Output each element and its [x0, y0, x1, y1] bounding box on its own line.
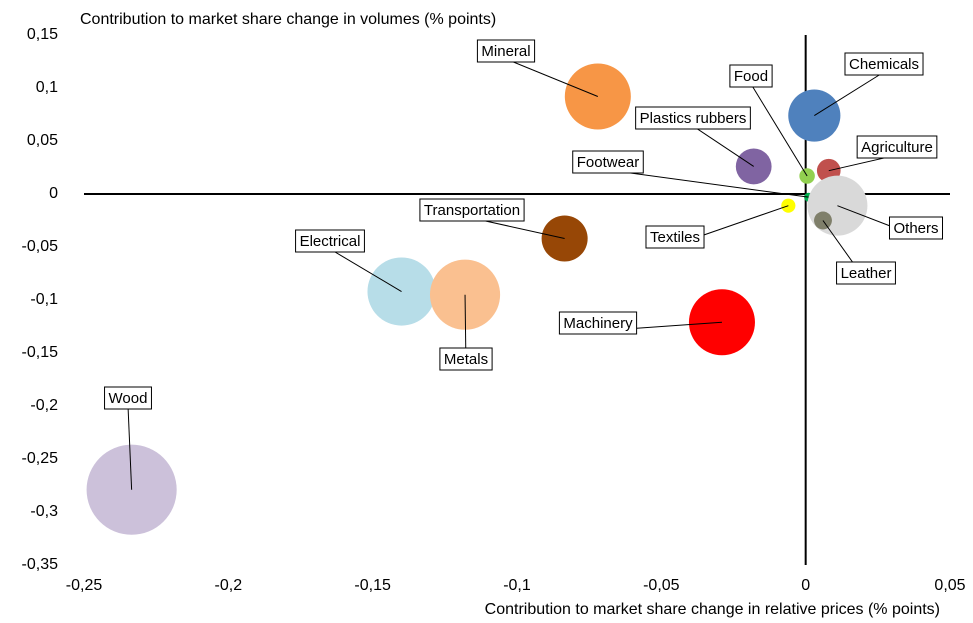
label-box	[856, 135, 938, 159]
x-tick-label: -0,25	[66, 577, 103, 594]
bubble	[541, 215, 588, 262]
leader-line	[750, 83, 808, 177]
leader-line	[329, 248, 402, 292]
y-tick-label: 0,1	[36, 79, 58, 96]
x-tick-label: -0,1	[503, 577, 531, 594]
chart-title: Contribution to market share change in v…	[80, 11, 496, 28]
bubble-label: Chemicals	[849, 56, 919, 73]
y-tick-label: -0,05	[22, 238, 59, 255]
y-tick-label: -0,35	[22, 556, 59, 573]
bubble-label: Leather	[841, 265, 892, 282]
label-box	[836, 261, 896, 285]
bubble-label: Mineral	[481, 43, 530, 60]
bubble-label: Wood	[109, 390, 148, 407]
x-tick-label: 0,05	[934, 577, 965, 594]
label-box	[558, 311, 638, 335]
label-box	[729, 64, 773, 88]
bubble-label: Others	[893, 220, 938, 237]
label-box	[645, 225, 705, 249]
label-box	[476, 39, 536, 63]
bubble-label: Food	[734, 68, 768, 85]
label-box	[844, 52, 924, 76]
x-tick-label: 0	[801, 577, 810, 594]
y-tick-label: 0	[49, 185, 58, 202]
bubble-label: Plastics rubbers	[640, 110, 747, 127]
bubble-label: Textiles	[650, 229, 700, 246]
leader-line	[505, 58, 599, 97]
bubble-label: Machinery	[563, 315, 633, 332]
bubble-label: Electrical	[300, 233, 361, 250]
leader-line	[607, 169, 809, 198]
bubble-label: Metals	[444, 351, 488, 368]
label-box	[295, 229, 365, 253]
bubble-label: Agriculture	[861, 139, 933, 156]
x-tick-label: -0,2	[215, 577, 243, 594]
leader-line	[127, 405, 133, 490]
label-box	[635, 106, 751, 130]
label-box	[572, 150, 644, 174]
x-axis-title: Contribution to market share change in r…	[485, 601, 940, 618]
y-tick-label: -0,3	[30, 503, 58, 520]
x-tick-label: -0,05	[643, 577, 680, 594]
leader-line	[814, 71, 885, 116]
label-box	[439, 347, 493, 371]
label-box	[888, 216, 944, 240]
y-tick-label: -0,15	[22, 344, 59, 361]
x-tick-label: -0,15	[354, 577, 391, 594]
bubble-label: Transportation	[424, 202, 520, 219]
y-tick-label: 0,05	[27, 132, 58, 149]
y-tick-label: -0,2	[30, 397, 58, 414]
y-tick-label: -0,1	[30, 291, 58, 308]
label-box	[419, 198, 525, 222]
y-tick-label: 0,15	[27, 26, 58, 43]
y-tick-label: -0,25	[22, 450, 59, 467]
label-box	[104, 386, 152, 410]
bubble-label: Footwear	[577, 154, 640, 171]
leader-line	[692, 125, 754, 167]
